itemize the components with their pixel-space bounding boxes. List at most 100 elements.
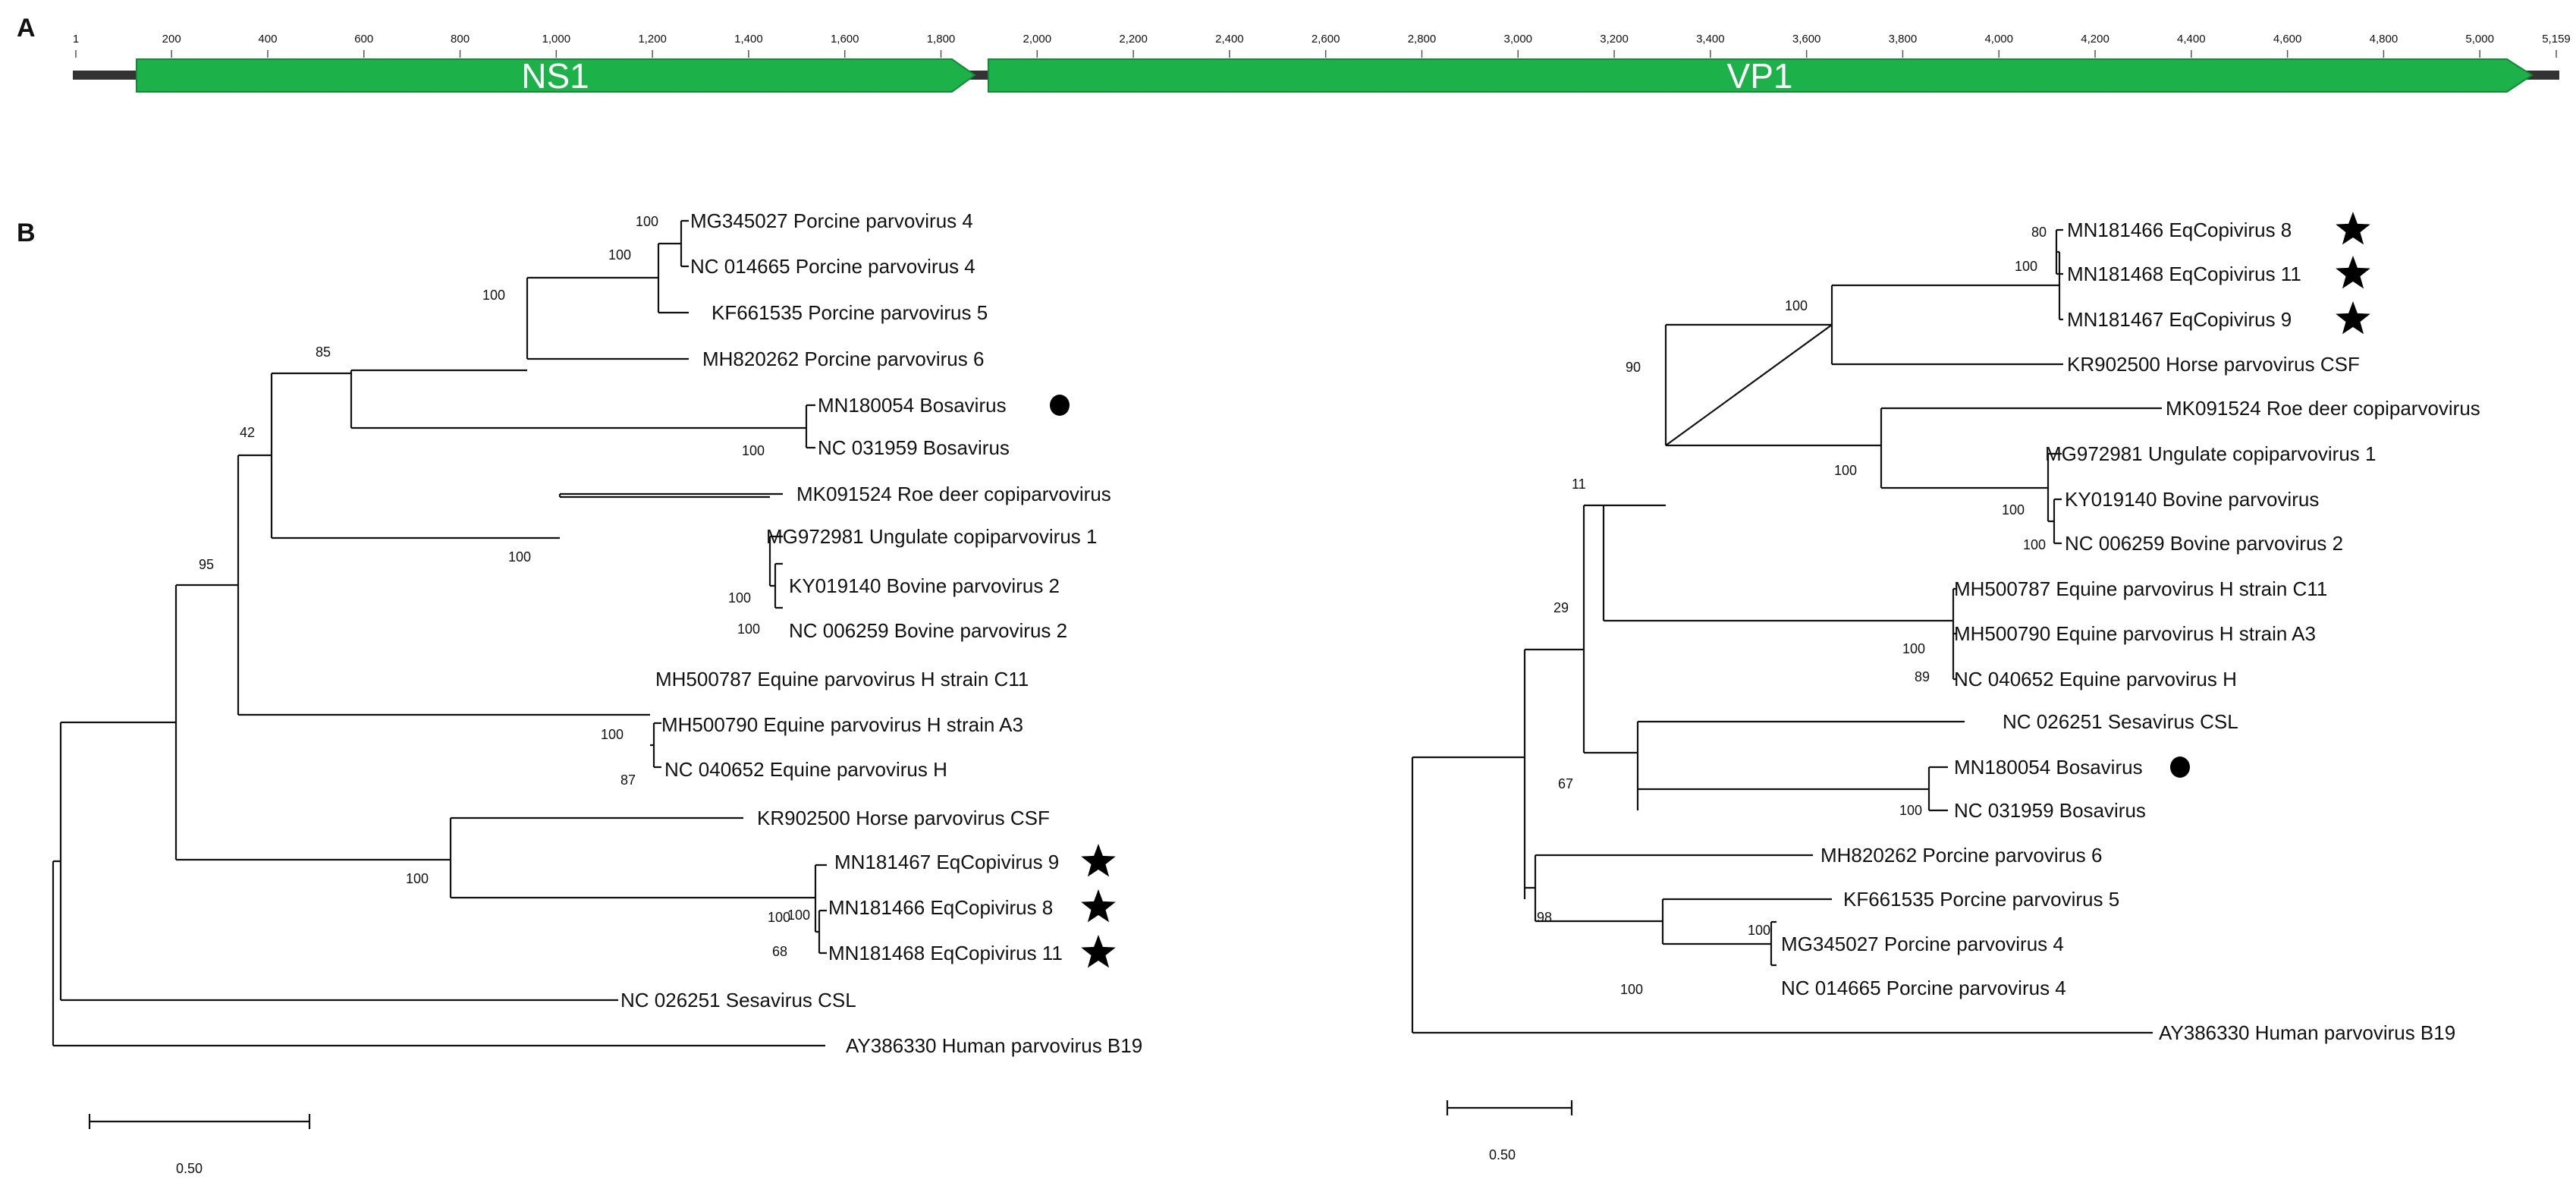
- ruler-tick-label: 2,200: [1119, 33, 1148, 46]
- tree-left-bootstrap-value: 100: [406, 871, 429, 886]
- ns1-gene-arrow: [136, 58, 976, 93]
- ruler-tick-label: 4,600: [2273, 33, 2302, 46]
- tree-right-bootstrap-value: 100: [1902, 641, 1925, 656]
- ruler-tick-label: 3,200: [1600, 33, 1629, 46]
- tree-right-taxon-label: KF661535 Porcine parvovirus 5: [1843, 888, 2119, 911]
- tree-right-branches: [1411, 228, 2162, 1034]
- ruler-tick-label: 2,600: [1312, 33, 1340, 46]
- tree-right-bootstrap-value: 29: [1553, 600, 1569, 615]
- tree-right-taxon-label: MN181466 EqCopivirus 8: [2067, 219, 2292, 241]
- ruler-tick-label: 800: [451, 33, 470, 46]
- tree-left-taxon-label: MH820262 Porcine parvovirus 6: [702, 348, 984, 370]
- tree-right-bootstrap-value: 89: [1915, 669, 1930, 684]
- tree-right-taxon-label: MK091524 Roe deer copiparvovirus: [2166, 397, 2480, 420]
- vp1-gene-label: VP1: [1727, 56, 1793, 96]
- tree-left-bootstrap-value: 100: [608, 247, 631, 263]
- ruler-tick-label: 4,000: [1984, 33, 2013, 46]
- tree-left-bootstrap-value: 100: [636, 214, 658, 229]
- panel-label-a: A: [17, 14, 36, 42]
- ruler-tick-label: 2,000: [1023, 33, 1052, 46]
- tree-left-taxon-label: KY019140 Bovine parvovirus 2: [789, 574, 1060, 597]
- tree-right-taxon-label: MH820262 Porcine parvovirus 6: [1820, 844, 2102, 867]
- tree-right-taxon-label: AY386330 Human parvovirus B19: [2159, 1021, 2455, 1044]
- tree-right-taxon-label: MN181467 EqCopivirus 9: [2067, 308, 2292, 331]
- ruler-tick-label: 4,400: [2177, 33, 2206, 46]
- tree-right-taxon-label: KY019140 Bovine parvovirus: [2065, 488, 2319, 511]
- tree-right-bootstrap-value: 67: [1558, 776, 1573, 791]
- tree-right-taxon-label: NC 040652 Equine parvovirus H: [1954, 668, 2237, 691]
- tree-right-bootstrap-value: 100: [1748, 923, 1770, 938]
- tree-right-bootstrap-value: 100: [1620, 982, 1643, 997]
- tree-right-bootstrap-value: 100: [2002, 502, 2025, 517]
- ruler-tick-label: 3,400: [1696, 33, 1725, 46]
- tree-left-bootstrap-value: 100: [742, 443, 765, 458]
- tree-right: MN181466 EqCopivirus 8 MN181468 EqCopivir…: [1411, 212, 2480, 1162]
- vp1-gene-arrow: [988, 58, 2534, 93]
- tree-left-bootstrap-value: 100: [482, 288, 505, 303]
- tree-right-taxon-circle-icon: [2170, 757, 2190, 778]
- ruler-tick-label: 1,200: [638, 33, 667, 46]
- tree-left-taxon-label: NC 026251 Sesavirus CSL: [620, 989, 856, 1011]
- tree-left-taxon-label: NC 040652 Equine parvovirus H: [664, 758, 947, 781]
- tree-left: MG345027 Porcine parvovirus 4 NC 014665 P…: [52, 209, 1142, 1176]
- genome-map: 1 200 400 600 800 1,000 1,200 1,400 1,600 1,800 2,…: [73, 33, 2571, 96]
- ruler-tick-label: 5,000: [2465, 33, 2494, 46]
- scale-bar-right-label: 0.50: [1489, 1147, 1516, 1162]
- scale-bar-left-label: 0.50: [176, 1161, 203, 1176]
- tree-right-taxon-label: NC 006259 Bovine parvovirus 2: [2065, 532, 2343, 555]
- ruler-tick-label: 4,200: [2081, 33, 2109, 46]
- tree-right-bootstrap-value: 90: [1626, 360, 1641, 375]
- ruler-tick-label: 1: [73, 33, 79, 46]
- tree-right-bootstrap-value: 11: [1572, 477, 1586, 492]
- tree-left-taxon-label: MH500790 Equine parvovirus H strain A3: [661, 713, 1023, 736]
- tree-right-taxon-label: NC 014665 Porcine parvovirus 4: [1781, 977, 2066, 999]
- tree-right-bootstrap-value: 100: [1785, 298, 1808, 313]
- tree-left-bootstrap-value: 100: [728, 590, 751, 606]
- ruler-tick-label: 3,600: [1792, 33, 1821, 46]
- tree-right-labels: MN181466 EqCopivirus 8 MN181468 EqCopivir…: [1781, 212, 2480, 1044]
- tree-right-bootstrap-value: 80: [2031, 225, 2047, 240]
- tree-right-taxon-label: MN181468 EqCopivirus 11: [2067, 263, 2301, 285]
- tree-left-taxon-star-icon: [1081, 889, 1116, 923]
- tree-left-taxon-star-icon: [1081, 935, 1116, 968]
- ruler-tick-label: 3,000: [1503, 33, 1532, 46]
- ruler-tick-label: 1,600: [831, 33, 859, 46]
- ruler-tick-label: 200: [162, 33, 181, 46]
- tree-left-taxon-label: MH500787 Equine parvovirus H strain C11: [655, 668, 1029, 691]
- tree-right-taxon-star-icon: [2336, 212, 2370, 245]
- tree-left-taxon-label: KF661535 Porcine parvovirus 5: [712, 301, 988, 324]
- tree-right-taxon-label: NC 026251 Sesavirus CSL: [2003, 710, 2238, 733]
- ruler-tick-label: 1,000: [542, 33, 571, 46]
- tree-left-bootstrap-value: 95: [199, 557, 214, 572]
- tree-right-bootstrap-value: 100: [1834, 463, 1857, 478]
- tree-right-taxon-label: MH500787 Equine parvovirus H strain C11: [1954, 577, 2327, 600]
- tree-left-taxon-label: NC 014665 Porcine parvovirus 4: [690, 255, 975, 278]
- tree-left-bootstrap-value: 100: [737, 621, 760, 637]
- tree-left-bootstrap-value: 68: [772, 944, 787, 959]
- ruler-tick-label: 2,800: [1408, 33, 1437, 46]
- panel-label-b: B: [17, 219, 36, 247]
- tree-left-taxon-label: MN181466 EqCopivirus 8: [828, 896, 1053, 919]
- tree-left-taxon-label: MG345027 Porcine parvovirus 4: [690, 209, 973, 232]
- tree-right-taxon-star-icon: [2336, 256, 2370, 289]
- tree-right-taxon-label: MG972981 Ungulate copiparvovirus 1: [2045, 442, 2376, 465]
- tree-left-bootstrap-value: 100: [787, 908, 810, 923]
- tree-right-taxon-star-icon: [2336, 301, 2370, 335]
- tree-right-taxon-label: MH500790 Equine parvovirus H strain A3: [1954, 622, 2316, 645]
- tree-left-bootstrap-value: 85: [316, 344, 331, 360]
- tree-right-taxon-label: KR902500 Horse parvovirus CSF: [2067, 353, 2360, 376]
- tree-left-taxon-label: KR902500 Horse parvovirus CSF: [757, 807, 1050, 829]
- tree-left-bootstrap-value: 100: [768, 910, 790, 925]
- ruler-tick-label: 1,400: [734, 33, 763, 46]
- tree-left-taxon-label: MG972981 Ungulate copiparvovirus 1: [766, 525, 1097, 548]
- tree-left-taxon-label: MK091524 Roe deer copiparvovirus: [796, 483, 1111, 505]
- tree-left-taxon-star-icon: [1081, 844, 1116, 877]
- tree-left-taxon-label: MN181467 EqCopivirus 9: [834, 851, 1059, 873]
- genome-ruler: 1 200 400 600 800 1,000 1,200 1,400 1,600 1,800 2,…: [73, 33, 2571, 58]
- tree-left-branches: [52, 219, 827, 1047]
- tree-right-bootstrap-value: 100: [2023, 537, 2046, 552]
- tree-right-taxon-label: MN180054 Bosavirus: [1954, 756, 2143, 779]
- tree-left-taxon-label: NC 031959 Bosavirus: [818, 436, 1010, 459]
- tree-right-taxon-label: NC 031959 Bosavirus: [1954, 799, 2146, 822]
